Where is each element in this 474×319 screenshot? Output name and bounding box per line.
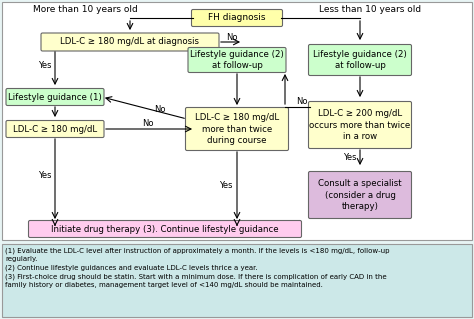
Text: Less than 10 years old: Less than 10 years old: [319, 5, 421, 14]
Text: Lifestyle guidance (1): Lifestyle guidance (1): [8, 93, 102, 101]
Text: LDL-C ≥ 180 mg/dL: LDL-C ≥ 180 mg/dL: [13, 124, 97, 133]
FancyBboxPatch shape: [6, 121, 104, 137]
Text: More than 10 years old: More than 10 years old: [33, 5, 137, 14]
Text: Consult a specialist
(consider a drug
therapy): Consult a specialist (consider a drug th…: [318, 179, 402, 211]
Text: No: No: [154, 106, 166, 115]
Text: Initiate drug therapy (3). Continue lifestyle guidance: Initiate drug therapy (3). Continue life…: [51, 225, 279, 234]
FancyBboxPatch shape: [28, 220, 301, 238]
FancyBboxPatch shape: [309, 44, 411, 76]
FancyBboxPatch shape: [2, 2, 472, 240]
FancyBboxPatch shape: [41, 33, 219, 51]
Text: (1) Evaluate the LDL-C level after instruction of approximately a month. If the : (1) Evaluate the LDL-C level after instr…: [5, 247, 390, 288]
Text: Yes: Yes: [343, 153, 357, 162]
FancyBboxPatch shape: [191, 10, 283, 26]
FancyBboxPatch shape: [309, 101, 411, 149]
Text: No: No: [142, 120, 154, 129]
FancyBboxPatch shape: [185, 108, 289, 151]
Text: Lifestyle guidance (2)
at follow-up: Lifestyle guidance (2) at follow-up: [313, 50, 407, 70]
Text: Yes: Yes: [38, 170, 52, 180]
FancyBboxPatch shape: [188, 48, 286, 72]
Text: LDL-C ≥ 200 mg/dL
occurs more than twice
in a row: LDL-C ≥ 200 mg/dL occurs more than twice…: [310, 109, 410, 141]
Text: Yes: Yes: [219, 181, 233, 189]
Text: Yes: Yes: [38, 61, 52, 70]
Text: LDL-C ≥ 180 mg/dL
more than twice
during course: LDL-C ≥ 180 mg/dL more than twice during…: [195, 113, 279, 145]
FancyBboxPatch shape: [2, 244, 472, 317]
Text: No: No: [296, 98, 308, 107]
Text: LDL-C ≥ 180 mg/dL at diagnosis: LDL-C ≥ 180 mg/dL at diagnosis: [61, 38, 200, 47]
Text: FH diagnosis: FH diagnosis: [208, 13, 266, 23]
FancyBboxPatch shape: [6, 88, 104, 106]
Text: No: No: [226, 33, 238, 42]
FancyBboxPatch shape: [309, 172, 411, 219]
Text: Lifestyle guidance (2)
at follow-up: Lifestyle guidance (2) at follow-up: [190, 50, 284, 70]
